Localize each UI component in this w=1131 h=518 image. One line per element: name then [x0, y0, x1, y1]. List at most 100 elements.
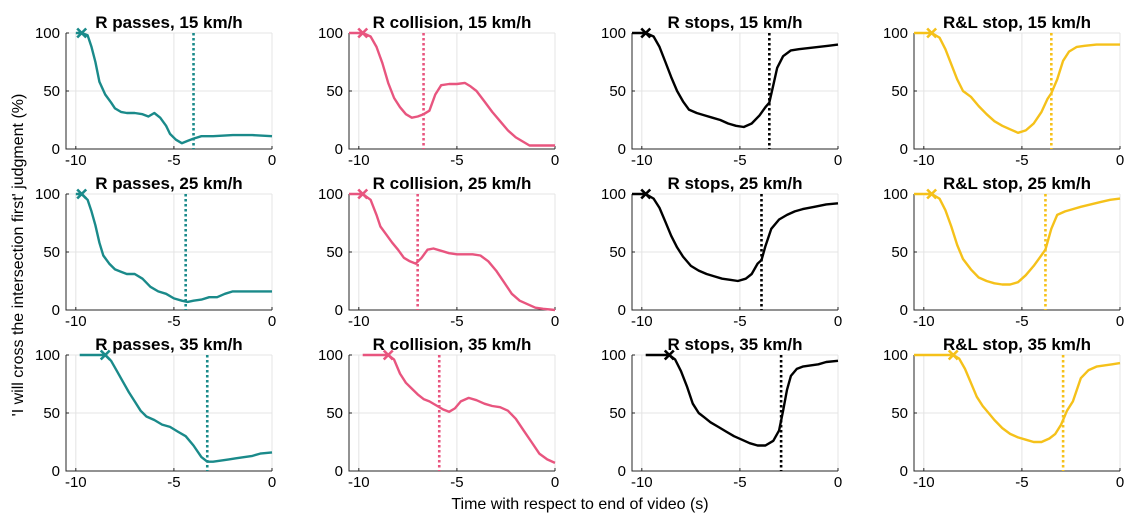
- x-tick-label: -10: [913, 313, 935, 330]
- x-tick-label: -10: [65, 152, 87, 169]
- x-tick-label: -5: [450, 152, 463, 169]
- y-tick-label: 100: [883, 25, 908, 42]
- series-line: [79, 353, 273, 463]
- y-tick-label: 50: [43, 244, 60, 261]
- x-tick-label: -10: [65, 474, 87, 491]
- y-tick-label: 50: [891, 405, 908, 422]
- start-marker: [76, 188, 88, 200]
- y-tick-label: 50: [609, 83, 626, 100]
- panel-title: R stops, 35 km/h: [667, 335, 802, 354]
- x-tick-label: -5: [733, 474, 746, 491]
- series-line: [632, 31, 839, 129]
- x-tick-label: -5: [167, 152, 180, 169]
- y-tick-label: 100: [35, 186, 60, 203]
- y-tick-label: 50: [609, 405, 626, 422]
- y-tick-label: 50: [326, 405, 343, 422]
- start-marker: [663, 349, 675, 361]
- y-tick-label: 0: [52, 141, 60, 158]
- y-tick-label: 100: [601, 25, 626, 42]
- x-tick-label: -5: [1015, 313, 1028, 330]
- y-tick-label: 50: [891, 244, 908, 261]
- x-tick-label: 0: [268, 152, 276, 169]
- panel-title: R passes, 15 km/h: [95, 13, 242, 32]
- x-tick-label: -10: [913, 474, 935, 491]
- x-tick-label: -5: [450, 313, 463, 330]
- x-tick-label: -10: [631, 474, 653, 491]
- x-tick-label: -5: [167, 313, 180, 330]
- y-tick-label: 100: [35, 347, 60, 364]
- series-line: [75, 31, 273, 145]
- x-tick-label: -5: [167, 474, 180, 491]
- x-tick-label: -10: [913, 152, 935, 169]
- x-tick-label: 0: [551, 152, 559, 169]
- series-line: [914, 192, 1121, 286]
- panel-title: R collision, 15 km/h: [373, 13, 532, 32]
- panel-title: R passes, 25 km/h: [95, 174, 242, 193]
- x-tick-label: 0: [551, 474, 559, 491]
- x-tick-label: -5: [733, 313, 746, 330]
- panel: -10 -5 0 0 50 100 R collision, 35 km/h: [318, 335, 559, 491]
- y-tick-label: 50: [43, 405, 60, 422]
- panel: -10 -5 0 0 50 100 R passes, 35 km/h: [35, 335, 276, 491]
- series-line: [914, 353, 1121, 444]
- y-tick-label: 0: [618, 141, 626, 158]
- y-tick-label: 0: [900, 141, 908, 158]
- y-tick-label: 50: [43, 83, 60, 100]
- panel: -10 -5 0 0 50 100 R&L stop, 25 km/h: [883, 174, 1124, 330]
- y-tick-label: 0: [900, 463, 908, 480]
- series-line: [349, 31, 555, 147]
- panel: -10 -5 0 0 50 100 R stops, 25 km/h: [601, 174, 842, 330]
- x-tick-label: 0: [834, 474, 842, 491]
- start-marker: [640, 27, 652, 39]
- series-line: [75, 192, 272, 304]
- x-tick-label: -10: [348, 474, 370, 491]
- panel-title: R stops, 15 km/h: [667, 13, 802, 32]
- x-tick-label: -10: [348, 152, 370, 169]
- x-tick-label: 0: [1116, 152, 1124, 169]
- x-tick-label: -5: [450, 474, 463, 491]
- x-tick-label: -10: [631, 152, 653, 169]
- y-tick-label: 0: [335, 463, 343, 480]
- y-tick-label: 100: [883, 186, 908, 203]
- panel: -10 -5 0 0 50 100 R collision, 15 km/h: [318, 13, 559, 169]
- panel-title: R stops, 25 km/h: [667, 174, 802, 193]
- x-tick-label: -5: [733, 152, 746, 169]
- y-tick-label: 0: [900, 302, 908, 319]
- x-tick-label: 0: [834, 152, 842, 169]
- start-marker: [926, 27, 938, 39]
- y-tick-label: 0: [335, 302, 343, 319]
- y-tick-label: 100: [35, 25, 60, 42]
- y-tick-label: 100: [318, 186, 343, 203]
- series-line: [349, 192, 556, 312]
- x-tick-label: -10: [631, 313, 653, 330]
- panel: -10 -5 0 0 50 100 R collision, 25 km/h: [318, 174, 559, 330]
- y-tick-label: 100: [318, 347, 343, 364]
- panel: -10 -5 0 0 50 100 R stops, 35 km/h: [601, 335, 842, 491]
- y-tick-label: 50: [891, 83, 908, 100]
- y-tick-label: 0: [618, 302, 626, 319]
- x-tick-label: 0: [834, 313, 842, 330]
- panel-title: R passes, 35 km/h: [95, 335, 242, 354]
- start-marker: [947, 349, 959, 361]
- y-tick-label: 50: [609, 244, 626, 261]
- y-tick-label: 0: [52, 463, 60, 480]
- panel-title: R&L stop, 35 km/h: [943, 335, 1091, 354]
- y-tick-label: 0: [335, 141, 343, 158]
- y-tick-label: 100: [883, 347, 908, 364]
- panel-title: R&L stop, 25 km/h: [943, 174, 1091, 193]
- x-axis-label: Time with respect to end of video (s): [451, 496, 708, 513]
- panel: -10 -5 0 0 50 100 R stops, 15 km/h: [601, 13, 842, 169]
- y-tick-label: 100: [601, 186, 626, 203]
- panel: -10 -5 0 0 50 100 R&L stop, 15 km/h: [883, 13, 1124, 169]
- x-tick-label: -5: [1015, 152, 1028, 169]
- x-tick-label: -10: [65, 313, 87, 330]
- panel: -10 -5 0 0 50 100 R&L stop, 35 km/h: [883, 335, 1124, 491]
- y-axis-label: 'I will cross the intersection first' ju…: [10, 94, 27, 417]
- start-marker: [99, 349, 111, 361]
- y-tick-label: 0: [618, 463, 626, 480]
- series-line: [914, 31, 1120, 135]
- series-line: [645, 353, 839, 447]
- start-marker: [640, 188, 652, 200]
- x-tick-label: -5: [1015, 474, 1028, 491]
